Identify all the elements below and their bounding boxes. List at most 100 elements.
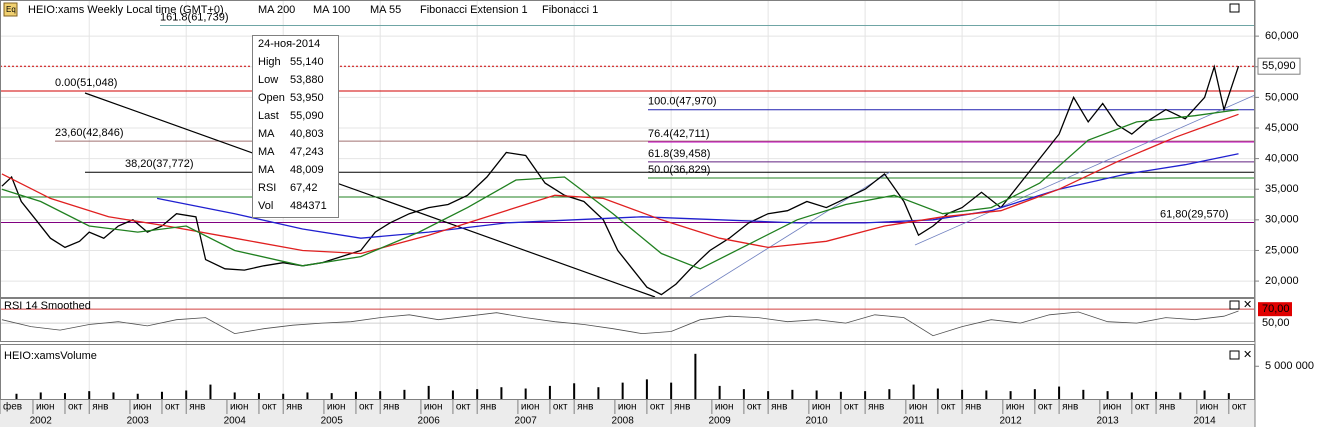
x-tick-label: янв [1159, 402, 1175, 413]
volume-bar [379, 391, 382, 399]
rsi-title: RSI 14 Smoothed [4, 300, 91, 312]
volume-bar [306, 392, 309, 399]
maximize-button[interactable] [1229, 300, 1240, 310]
tooltip-value: 53,880 [290, 74, 324, 86]
x-tick-label: окт [1038, 402, 1053, 413]
volume-bar [791, 389, 794, 399]
tooltip-label: MA [258, 164, 275, 176]
tooltip-label: MA [258, 146, 275, 158]
x-tick-label: фев [3, 401, 22, 413]
tooltip-label: MA [258, 128, 275, 140]
x-tick-label: июн [327, 402, 346, 413]
volume-bar [912, 384, 915, 399]
volume-bar [524, 388, 527, 399]
tooltip-value: 47,243 [290, 146, 324, 158]
volume-bar [476, 389, 479, 399]
x-tick-label: окт [68, 402, 83, 413]
volume-bar [15, 393, 18, 399]
x-tick-label: июн [424, 402, 443, 413]
x-tick-label: янв [480, 402, 496, 413]
y-tick-label: 25,000 [1265, 244, 1299, 256]
volume-bar [1130, 392, 1133, 399]
volume-bar [718, 385, 721, 399]
volume-bar [185, 390, 188, 399]
volume-bar [233, 392, 236, 399]
plot [1, 64, 1240, 399]
x-tick-label: янв [92, 402, 108, 413]
x-tick-label: окт [1135, 402, 1150, 413]
volume-bar [1033, 389, 1036, 399]
volume-bar [451, 390, 454, 399]
volume-bar [1106, 391, 1109, 399]
header-item[interactable]: Fibonacci Extension 1 [420, 4, 528, 16]
rsi-label-box [1258, 302, 1292, 317]
level-label: 61.8(39,458) [648, 148, 710, 160]
volume-bar [39, 392, 42, 399]
volume-bar [888, 389, 891, 399]
x-tick-label: янв [286, 402, 302, 413]
x-tick-label: окт [747, 402, 762, 413]
close-button[interactable]: ✕ [1243, 299, 1252, 311]
maximize-button[interactable] [1229, 350, 1240, 360]
level-label: 100.0(47,970) [648, 96, 717, 108]
volume-bar [670, 382, 673, 399]
volume-bar [742, 389, 745, 399]
tooltip-date: 24-ноя-2014 [258, 38, 320, 50]
tooltip-value: 40,803 [290, 128, 324, 140]
x-tick-label: июн [812, 402, 831, 413]
tooltip-label: Vol [258, 200, 273, 212]
y-tick-label: 35,000 [1265, 183, 1299, 195]
volume-bar [767, 391, 770, 399]
volume-bar [1082, 389, 1085, 399]
maximize-button[interactable] [1229, 3, 1240, 13]
x-tick-label: окт [165, 402, 180, 413]
tooltip-value: 55,090 [290, 110, 324, 122]
x-tick-label: янв [868, 402, 884, 413]
legend-item[interactable]: MA 100 [313, 4, 350, 16]
year-label: 2012 [999, 416, 1022, 427]
volume-tick-label: 5 000 000 [1265, 360, 1314, 372]
volume-bar [961, 389, 964, 399]
y-tick-label: 45,000 [1265, 122, 1299, 134]
volume-bar [209, 384, 212, 399]
y-tick-label: 30,000 [1265, 214, 1299, 226]
volume-bar [1009, 391, 1012, 399]
y-tick-label: 40,000 [1265, 153, 1299, 165]
volume-bar [694, 353, 697, 399]
x-tick-label: июн [230, 402, 249, 413]
x-tick-label: янв [771, 402, 787, 413]
close-button[interactable]: ✕ [1243, 349, 1252, 361]
legend-item[interactable]: MA 55 [370, 4, 401, 16]
x-tick-label: янв [383, 402, 399, 413]
volume-bar [621, 382, 624, 399]
level-label: 38,20(37,772) [125, 158, 194, 170]
icon-glyph: Eq [6, 5, 16, 14]
volume-bar [403, 389, 406, 399]
symbol-icon[interactable] [3, 2, 18, 17]
volume-bar [1203, 390, 1206, 399]
x-tick-label: июн [36, 402, 55, 413]
volume-bar [839, 391, 842, 399]
series-line [1, 108, 1239, 270]
volume-bar [936, 388, 939, 399]
legend-item[interactable]: MA 200 [258, 4, 295, 16]
header-item[interactable]: Fibonacci 1 [542, 4, 598, 16]
tooltip-label: Low [258, 74, 278, 86]
volume-bar [257, 393, 260, 399]
level-label: 61,80(29,570) [1160, 208, 1229, 220]
year-label: 2003 [127, 416, 150, 427]
year-label: 2002 [30, 416, 53, 427]
year-label: 2007 [515, 416, 538, 427]
volume-bar [1179, 392, 1182, 399]
volume-bar [282, 393, 285, 399]
volume-bar [864, 391, 867, 399]
rsi-tick-label: 50,00 [1262, 317, 1290, 329]
tooltip-value: 55,140 [290, 56, 324, 68]
year-label: 2014 [1193, 416, 1216, 427]
x-tick-label: окт [359, 402, 374, 413]
x-tick-label: янв [674, 402, 690, 413]
x-tick-label: окт [650, 402, 665, 413]
tooltip-value: 48,009 [290, 164, 324, 176]
x-tick-label: июн [1006, 402, 1025, 413]
